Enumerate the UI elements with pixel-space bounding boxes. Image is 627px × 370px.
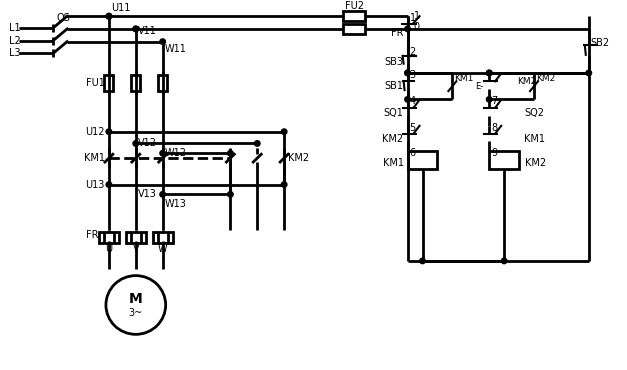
Text: L3: L3 xyxy=(9,48,21,58)
Text: SQ1: SQ1 xyxy=(384,108,404,118)
Text: V: V xyxy=(132,244,139,254)
Text: 6: 6 xyxy=(409,148,416,158)
Text: KM1: KM1 xyxy=(84,153,105,163)
Text: E-: E- xyxy=(475,82,483,91)
Text: M: M xyxy=(129,292,143,306)
Bar xyxy=(158,75,167,91)
Bar xyxy=(343,11,365,21)
Text: 5: 5 xyxy=(409,123,416,133)
Text: KM1: KM1 xyxy=(455,74,474,83)
Text: SB3: SB3 xyxy=(384,57,404,67)
Text: KM1: KM1 xyxy=(524,134,545,144)
Text: KM1: KM1 xyxy=(382,158,404,168)
Circle shape xyxy=(228,151,233,156)
Text: 4: 4 xyxy=(409,96,416,106)
Text: V12: V12 xyxy=(138,138,157,148)
Text: KM2: KM2 xyxy=(517,77,536,86)
Circle shape xyxy=(502,258,507,264)
Circle shape xyxy=(106,13,112,19)
Text: KM2: KM2 xyxy=(288,153,309,163)
Text: V11: V11 xyxy=(138,26,157,36)
Text: KM2: KM2 xyxy=(525,158,546,168)
Circle shape xyxy=(133,141,139,146)
Circle shape xyxy=(419,258,425,264)
Text: FU1: FU1 xyxy=(86,78,105,88)
Bar xyxy=(408,151,438,169)
Text: 7: 7 xyxy=(491,96,497,106)
Text: SB1: SB1 xyxy=(384,81,404,91)
Circle shape xyxy=(405,97,410,102)
Circle shape xyxy=(133,26,139,32)
Bar xyxy=(343,24,365,34)
Circle shape xyxy=(487,97,492,102)
Circle shape xyxy=(405,70,410,76)
Text: 3: 3 xyxy=(409,70,416,80)
Text: U11: U11 xyxy=(111,3,130,13)
Bar xyxy=(126,232,145,243)
Text: V13: V13 xyxy=(138,189,157,199)
Circle shape xyxy=(160,39,166,44)
Bar xyxy=(153,232,172,243)
Circle shape xyxy=(282,129,287,134)
Circle shape xyxy=(487,70,492,76)
Text: FU2: FU2 xyxy=(345,1,364,11)
Text: SB2: SB2 xyxy=(591,38,610,48)
Circle shape xyxy=(586,70,591,76)
Bar xyxy=(131,75,140,91)
Circle shape xyxy=(106,182,112,187)
Text: U12: U12 xyxy=(85,127,105,137)
Text: 9: 9 xyxy=(491,148,497,158)
Circle shape xyxy=(487,70,492,76)
Text: U: U xyxy=(105,244,112,254)
Text: 1: 1 xyxy=(409,13,416,23)
Text: FR: FR xyxy=(87,231,99,240)
Text: 3~: 3~ xyxy=(129,308,143,318)
Circle shape xyxy=(160,151,166,156)
Text: W11: W11 xyxy=(165,44,187,54)
Circle shape xyxy=(405,26,410,32)
Text: 0: 0 xyxy=(414,22,419,32)
Bar xyxy=(105,75,113,91)
Text: 8: 8 xyxy=(491,123,497,133)
Text: KM2: KM2 xyxy=(536,74,556,83)
Bar xyxy=(489,151,519,169)
Text: L1: L1 xyxy=(9,23,21,33)
Circle shape xyxy=(228,192,233,197)
Circle shape xyxy=(106,129,112,134)
Text: U13: U13 xyxy=(85,179,105,189)
Text: W13: W13 xyxy=(165,199,187,209)
Text: W: W xyxy=(158,244,167,254)
Text: L2: L2 xyxy=(9,36,21,46)
Text: QS: QS xyxy=(56,13,70,23)
Text: SQ2: SQ2 xyxy=(524,108,544,118)
Text: W12: W12 xyxy=(165,148,187,158)
Bar xyxy=(99,232,119,243)
Text: 2: 2 xyxy=(409,47,416,57)
Circle shape xyxy=(133,26,139,32)
Text: 1: 1 xyxy=(414,11,419,21)
Circle shape xyxy=(160,192,166,197)
Circle shape xyxy=(405,70,410,76)
Text: FR: FR xyxy=(391,28,404,38)
Circle shape xyxy=(106,13,112,19)
Text: KM2: KM2 xyxy=(382,134,404,144)
Circle shape xyxy=(255,141,260,146)
Circle shape xyxy=(282,182,287,187)
